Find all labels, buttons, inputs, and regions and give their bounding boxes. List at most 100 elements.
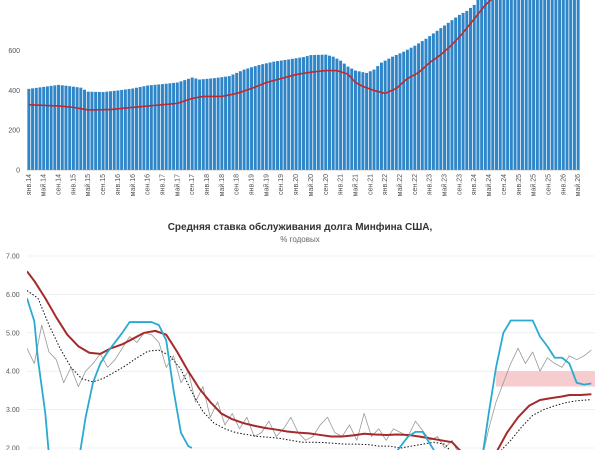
- bar: [546, 0, 550, 171]
- x-tick-label: сен.14: [56, 174, 63, 195]
- bar: [309, 55, 313, 171]
- bar: [264, 63, 268, 171]
- bar: [220, 77, 224, 170]
- bar: [183, 80, 187, 170]
- bar: [242, 69, 246, 170]
- bar: [379, 62, 383, 170]
- y-tick-label: 200: [8, 128, 20, 135]
- bar: [431, 33, 435, 171]
- x-tick-label: май.26: [574, 174, 582, 196]
- bar: [71, 86, 75, 170]
- bar: [532, 0, 536, 170]
- bar: [186, 78, 190, 170]
- bar: [138, 86, 142, 170]
- bar: [365, 72, 369, 170]
- bar: [561, 0, 565, 171]
- bar: [350, 68, 354, 170]
- plot-area: [27, 270, 595, 450]
- x-tick-label: янв.24: [471, 174, 478, 195]
- bar: [439, 28, 443, 170]
- bar: [212, 78, 216, 171]
- bar: [279, 60, 283, 170]
- bar: [112, 90, 116, 170]
- y-tick-label: 5.00: [6, 330, 20, 337]
- x-tick-label: янв.15: [70, 174, 77, 195]
- series-line: [27, 324, 592, 450]
- series-line: [396, 430, 435, 450]
- bar: [387, 58, 391, 170]
- bar: [498, 0, 502, 171]
- x-tick-label: май.17: [173, 174, 181, 196]
- bar: [298, 57, 302, 170]
- bar: [97, 91, 101, 170]
- bar: [469, 7, 472, 171]
- bar: [49, 85, 53, 170]
- chart-subtitle: % годовых: [280, 235, 319, 244]
- bar: [253, 66, 257, 170]
- bar: [142, 86, 146, 170]
- bar: [75, 87, 79, 170]
- bar: [576, 0, 580, 170]
- bar: [105, 91, 109, 170]
- bar: [120, 89, 124, 170]
- bar: [27, 88, 31, 170]
- bar: [31, 88, 35, 170]
- bar: [535, 0, 539, 171]
- y-tick-label: 400: [8, 88, 20, 95]
- series-line: [27, 290, 592, 450]
- bar: [201, 79, 205, 170]
- bar: [558, 0, 562, 170]
- bar: [324, 54, 328, 170]
- chart-title: Средняя ставка обслуживания долга Минфин…: [168, 221, 433, 233]
- bar: [83, 89, 87, 170]
- bar: [238, 71, 242, 170]
- bar: [506, 0, 510, 170]
- bar: [160, 84, 164, 170]
- x-tick-label: янв.23: [427, 174, 434, 195]
- bar: [268, 62, 272, 170]
- bar: [391, 56, 395, 170]
- bar: [60, 85, 64, 170]
- bar: [454, 17, 458, 170]
- bar: [64, 85, 68, 170]
- bar: [224, 76, 228, 170]
- bar: [502, 0, 506, 171]
- bar: [231, 74, 235, 170]
- bar: [38, 87, 42, 170]
- y-tick-label: 7.00: [6, 254, 20, 261]
- bar: [164, 83, 168, 170]
- x-tick-label: сен.24: [501, 174, 508, 195]
- bar: [372, 69, 376, 170]
- bar: [335, 58, 339, 170]
- x-tick-label: сен.20: [323, 174, 330, 195]
- bar: [272, 61, 276, 171]
- bar: [509, 0, 513, 171]
- series-line: [79, 321, 193, 450]
- bar: [157, 84, 161, 170]
- bar: [520, 0, 524, 170]
- bar: [554, 0, 558, 170]
- bar: [539, 0, 543, 170]
- bar: [472, 4, 476, 170]
- bar: [383, 60, 387, 171]
- y-tick-label: 600: [8, 48, 20, 55]
- bar: [194, 78, 198, 170]
- bar: [316, 54, 320, 170]
- bar: [565, 0, 569, 170]
- bar: [290, 58, 294, 171]
- bar: [517, 0, 521, 170]
- series-line: [27, 297, 50, 450]
- bar: [331, 56, 335, 170]
- bar: [513, 0, 517, 170]
- bar: [487, 0, 491, 171]
- bar: [524, 0, 528, 171]
- x-tick-label: май.25: [530, 174, 538, 196]
- x-tick-label: сен.25: [545, 174, 552, 195]
- bar: [146, 85, 150, 170]
- bar: [483, 0, 487, 171]
- x-tick-label: май.22: [396, 174, 404, 196]
- y-tick-label: 6.00: [6, 292, 20, 299]
- bar: [235, 72, 239, 170]
- bar: [353, 70, 357, 170]
